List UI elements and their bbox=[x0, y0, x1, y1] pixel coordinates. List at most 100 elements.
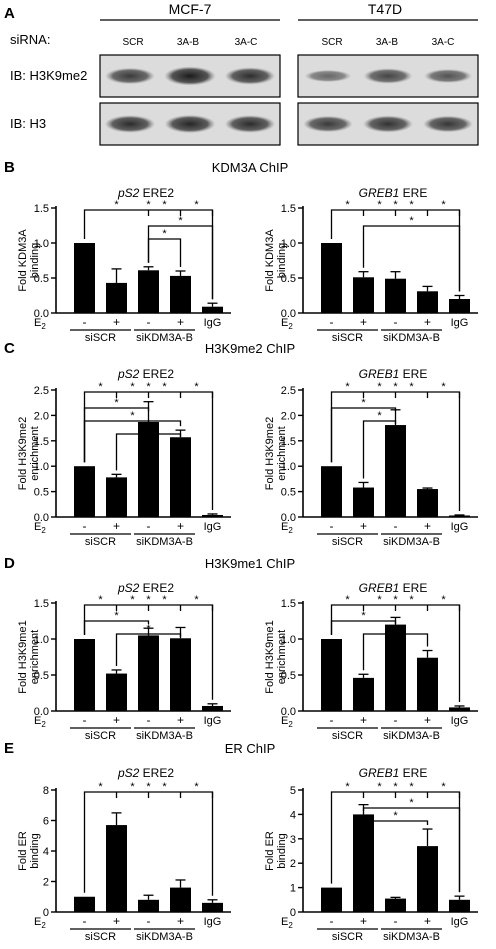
chart-b-ps2-e2-label-sub: 2 bbox=[41, 322, 46, 331]
chart-c-ps2-sign-1: + bbox=[113, 519, 120, 533]
panel-e-title: ER ChIP bbox=[225, 741, 276, 756]
chart-b-greb1-e2-label-sub: 2 bbox=[288, 322, 293, 331]
chart-e-ps2-subtitle: pS2 ERE2 bbox=[117, 766, 174, 780]
chart-d-greb1-bracket-2-star: * bbox=[377, 594, 382, 606]
chart-c-greb1-bracket-1-star: * bbox=[345, 381, 350, 393]
blot-band-t47d-h3-1 bbox=[363, 115, 413, 133]
chart-d-greb1-group-scr: siSCR bbox=[332, 730, 363, 742]
chart-e-greb1-ytick-label: 3 bbox=[290, 834, 296, 846]
chart-d-ps2-e2-label: E2 bbox=[34, 715, 46, 729]
blot-band-mcf7-h3k9me2-0 bbox=[105, 67, 155, 85]
chart-d-greb1-bar-3 bbox=[417, 657, 438, 711]
chart-b-greb1-ylabel-line: binding bbox=[276, 243, 288, 278]
chart-d-ps2-group-kdm3a: siKDM3A-B bbox=[136, 730, 193, 742]
chart-b-greb1-ytick-label: 0.5 bbox=[281, 273, 296, 285]
chart-e-greb1-bracket-2-star: * bbox=[377, 781, 382, 793]
chart-d-ps2-sign-1: + bbox=[113, 713, 120, 727]
chart-e-greb1-sign-3: + bbox=[424, 914, 431, 928]
chart-d-greb1-ylabel-line: enrichment bbox=[276, 630, 288, 684]
chart-b-ps2-subtitle: pS2 ERE2 bbox=[117, 186, 174, 200]
chart-b-ps2-bar-4 bbox=[202, 306, 223, 313]
chart-d-greb1-bar-2 bbox=[385, 624, 406, 711]
blot-band-mcf7-h3-0 bbox=[104, 115, 156, 133]
chart-c-greb1-group-kdm3a: siKDM3A-B bbox=[383, 536, 440, 548]
chart-e-ps2-igg-label: IgG bbox=[204, 916, 222, 928]
chart-b-ps2-sign-0: - bbox=[83, 315, 87, 329]
panel-a: A MCF-7 T47D siRNA: SCR 3A-B 3A-C SCR 3A… bbox=[4, 1, 479, 146]
chart-d-greb1-bracket-low-1-star: * bbox=[393, 623, 398, 635]
chart-c-ps2-ylabel: Fold H3K9me2enrichment bbox=[17, 417, 41, 490]
chart-b-greb1-sign-3: + bbox=[424, 315, 431, 329]
chart-b-greb1-bracket-1-star: * bbox=[345, 199, 350, 211]
chart-b-ps2-sign-2: - bbox=[147, 315, 151, 329]
chart-b-greb1-bar-3 bbox=[417, 291, 438, 313]
chart-d-greb1-sign-3: + bbox=[424, 713, 431, 727]
chart-c-ps2-bracket-low-0-star: * bbox=[114, 397, 119, 409]
chart-d-ps2-ylabel-line: Fold H3K9me1 bbox=[17, 620, 29, 693]
chart-b-greb1-subtitle-element: ERE bbox=[399, 186, 427, 200]
chart-e-ps2-ytick-label: 6 bbox=[43, 816, 49, 828]
chart-d-greb1-bracket-low-0 bbox=[330, 620, 397, 635]
chart-e-greb1-ylabel-line: binding bbox=[276, 833, 288, 868]
chart-d-greb1-bracket-0-star: * bbox=[393, 594, 398, 606]
chart-d-ps2-bracket-2-star: * bbox=[130, 594, 135, 606]
chart-e-greb1-subtitle-gene: GREB1 bbox=[359, 766, 400, 780]
chart-b-ps2-subtitle-gene: pS2 bbox=[117, 186, 140, 200]
chart-b-greb1-bracket-3-star: * bbox=[409, 199, 414, 211]
chart-c-ps2-subtitle-element: ERE2 bbox=[139, 367, 174, 381]
lane-label-t47d-3a-b: 3A-B bbox=[376, 37, 399, 48]
chart-c-ps2-ytick-label: 0.0 bbox=[34, 512, 49, 524]
chart-d-greb1-subtitle-element: ERE bbox=[399, 581, 427, 595]
chart-c-greb1-bracket-low-1-star: * bbox=[377, 410, 382, 422]
chart-c-ps2-sign-2: - bbox=[147, 519, 151, 533]
chart-b-greb1-igg-label: IgG bbox=[451, 317, 469, 329]
chart-d-greb1-sign-2: - bbox=[394, 713, 398, 727]
chart-c-greb1-ylabel-line: Fold H3K9me2 bbox=[264, 417, 276, 490]
chart-e-greb1-bracket-4-star: * bbox=[441, 781, 446, 793]
chart-d-ps2-ylabel: Fold H3K9me1enrichment bbox=[17, 620, 41, 693]
chart-b-greb1-sign-1: + bbox=[360, 315, 367, 329]
sirna-label: siRNA: bbox=[10, 32, 50, 47]
chart-e-greb1-bar-2 bbox=[385, 898, 406, 912]
chart-c-ps2-igg-label: IgG bbox=[204, 521, 222, 533]
chart-d-greb1-bracket-3-star: * bbox=[409, 594, 414, 606]
chart-d-greb1-e2-label: E2 bbox=[281, 715, 293, 729]
chart-c-greb1-group-scr: siSCR bbox=[332, 536, 363, 548]
chart-d-greb1-subtitle: GREB1 ERE bbox=[359, 581, 428, 595]
chart-c-ps2-ylabel-line: Fold H3K9me2 bbox=[17, 417, 29, 490]
chart-b-greb1-bar-1 bbox=[353, 277, 374, 313]
chart-e-ps2-bar-2 bbox=[138, 899, 159, 912]
panel-c-letter: C bbox=[4, 340, 15, 357]
chart-c-greb1-igg-label: IgG bbox=[451, 521, 469, 533]
blot-label-h3: IB: H3 bbox=[10, 116, 46, 131]
lane-label-t47d-scr: SCR bbox=[321, 37, 342, 48]
chart-e-ps2-ytick-label: 8 bbox=[43, 785, 49, 797]
chart-e-greb1-sign-0: - bbox=[330, 914, 334, 928]
chart-e-greb1-sign-2: - bbox=[394, 914, 398, 928]
chart-e-greb1-ytick-label: 0 bbox=[290, 907, 296, 919]
chart-d-ps2-ytick-label: 0.0 bbox=[34, 706, 49, 718]
chart-d-ps2-bar-2 bbox=[138, 635, 159, 711]
chart-c-ps2-ytick-label: 0.5 bbox=[34, 487, 49, 499]
chart-d-greb1: GREB1 ERE Fold H3K9me1enrichment 0.0 0.5 1.0… bbox=[264, 581, 478, 742]
chart-c-ps2-bar-4 bbox=[202, 514, 223, 517]
chart-e-greb1-bracket-low-0-star: * bbox=[409, 797, 414, 809]
chart-e-greb1-bar-1 bbox=[353, 814, 374, 912]
chart-c-ps2-ytick-label: 2.5 bbox=[34, 385, 49, 397]
chart-d-ps2-bracket-0-star: * bbox=[146, 594, 151, 606]
chart-e-greb1-ytick-label: 5 bbox=[290, 785, 296, 797]
chart-e-greb1-ylabel-line: Fold ER bbox=[264, 831, 276, 871]
chart-c-ps2-bracket-low-1-star: * bbox=[130, 410, 135, 422]
chart-b-greb1-bracket-2-star: * bbox=[377, 199, 382, 211]
chart-b-ps2-bar-3 bbox=[170, 275, 191, 313]
chart-e-ps2-bar-3 bbox=[170, 887, 191, 912]
chart-e-greb1-ytick-label: 4 bbox=[290, 809, 296, 821]
lane-label-t47d-3a-c: 3A-C bbox=[432, 37, 455, 48]
chart-e-greb1-e2-label-sub: 2 bbox=[288, 921, 293, 930]
chart-d-greb1-ylabel: Fold H3K9me1enrichment bbox=[264, 620, 288, 693]
chart-e-ps2-group-kdm3a: siKDM3A-B bbox=[136, 931, 193, 943]
chart-e-ps2-sign-0: - bbox=[83, 914, 87, 928]
chart-e-greb1-e2-label: E2 bbox=[281, 916, 293, 930]
